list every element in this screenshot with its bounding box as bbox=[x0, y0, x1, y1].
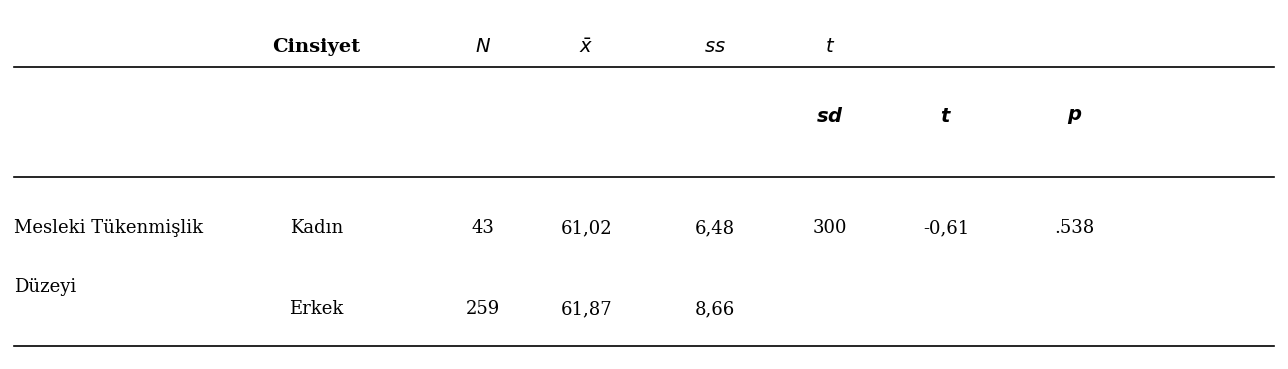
Text: $\bar{x}$: $\bar{x}$ bbox=[580, 38, 594, 56]
Text: .538: .538 bbox=[1055, 220, 1095, 237]
Text: Kadın: Kadın bbox=[290, 220, 343, 237]
Text: -0,61: -0,61 bbox=[923, 220, 969, 237]
Text: $t$: $t$ bbox=[826, 38, 836, 56]
Text: 43: 43 bbox=[471, 220, 495, 237]
Text: $\bfit{sd}$: $\bfit{sd}$ bbox=[817, 107, 844, 126]
Text: Mesleki Tükenmişlik: Mesleki Tükenmişlik bbox=[14, 220, 204, 237]
Text: $\bfit{t}$: $\bfit{t}$ bbox=[940, 108, 952, 126]
Text: 61,87: 61,87 bbox=[560, 300, 612, 318]
Text: 61,02: 61,02 bbox=[560, 220, 612, 237]
Text: 8,66: 8,66 bbox=[694, 300, 735, 318]
Text: $ss$: $ss$ bbox=[703, 38, 725, 56]
Text: 6,48: 6,48 bbox=[694, 220, 734, 237]
Text: 259: 259 bbox=[466, 300, 501, 318]
Text: Düzeyi: Düzeyi bbox=[14, 278, 76, 296]
Text: 300: 300 bbox=[813, 220, 848, 237]
Text: Cinsiyet: Cinsiyet bbox=[272, 38, 361, 56]
Text: Erkek: Erkek bbox=[289, 300, 344, 318]
Text: $\bfit{p}$: $\bfit{p}$ bbox=[1066, 107, 1082, 126]
Text: $N$: $N$ bbox=[475, 38, 492, 56]
